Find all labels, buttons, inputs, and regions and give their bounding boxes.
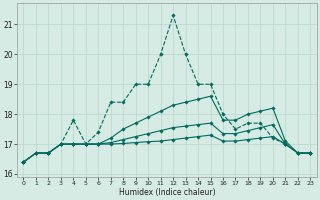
X-axis label: Humidex (Indice chaleur): Humidex (Indice chaleur) <box>119 188 215 197</box>
